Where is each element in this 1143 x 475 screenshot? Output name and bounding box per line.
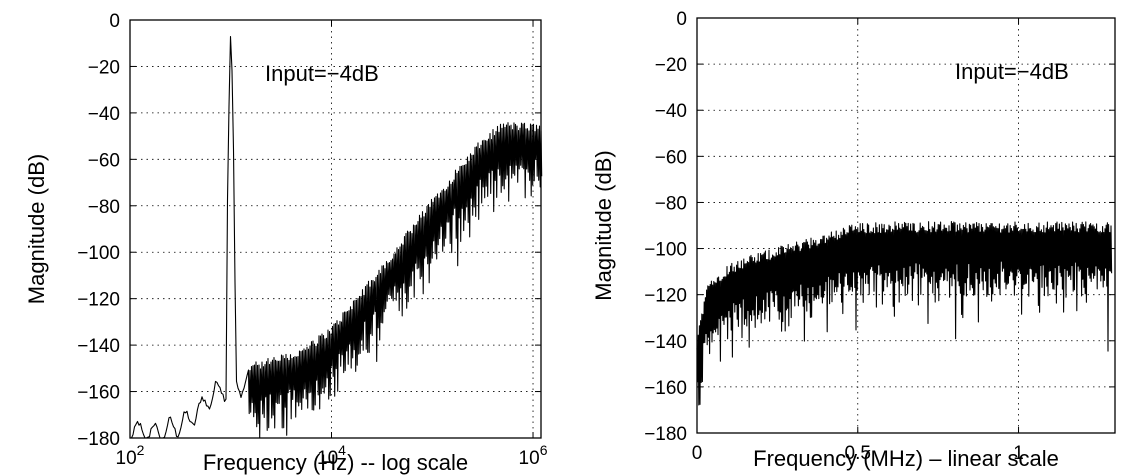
x-tick-label: 102 (116, 442, 145, 469)
y-tick-label: −20 (88, 57, 120, 78)
y-tick-label: 0 (109, 11, 120, 32)
x-tick-label: 0.5 (845, 443, 871, 464)
y-tick-label: −100 (77, 243, 120, 264)
y-tick-label: −160 (77, 383, 120, 404)
spectrum-trace (696, 221, 1113, 406)
y-axis-title: Magnitude (dB) (591, 150, 616, 300)
input-level-annotation: Input=−4dB (955, 59, 1069, 84)
y-tick-label: −120 (77, 290, 120, 311)
y-tick-label: −180 (644, 424, 687, 445)
y-tick-label: −40 (655, 101, 687, 122)
y-tick-label: −100 (644, 240, 687, 261)
x-tick-label: 106 (519, 442, 548, 469)
y-tick-label: −80 (88, 197, 120, 218)
y-tick-label: −180 (77, 429, 120, 450)
input-level-annotation: Input=−4dB (265, 61, 379, 86)
y-tick-label: −20 (655, 55, 687, 76)
x-tick-label: 104 (317, 442, 346, 469)
y-tick-label: −120 (644, 286, 687, 307)
y-tick-label: −160 (644, 378, 687, 399)
y-tick-label: 0 (676, 9, 687, 30)
x-tick-label: 1 (1013, 443, 1024, 464)
plot-frame (696, 17, 1116, 434)
plot-frame (129, 19, 542, 439)
y-tick-label: −60 (88, 150, 120, 171)
y-tick-label: −80 (655, 193, 687, 214)
spectrum-line (696, 221, 1113, 406)
spectrum-line (130, 36, 543, 439)
y-tick-label: −40 (88, 104, 120, 125)
spectrum-trace (130, 36, 543, 439)
y-tick-label: −140 (77, 336, 120, 357)
x-tick-label: 0 (692, 443, 703, 464)
y-tick-label: −140 (644, 332, 687, 353)
y-tick-label: −60 (655, 147, 687, 168)
y-axis-title: Magnitude (dB) (24, 154, 49, 304)
x-axis-title: Frequency (Hz) -- log scale (203, 450, 468, 475)
x-axis-title: Frequency (MHz) – linear scale (753, 446, 1059, 471)
